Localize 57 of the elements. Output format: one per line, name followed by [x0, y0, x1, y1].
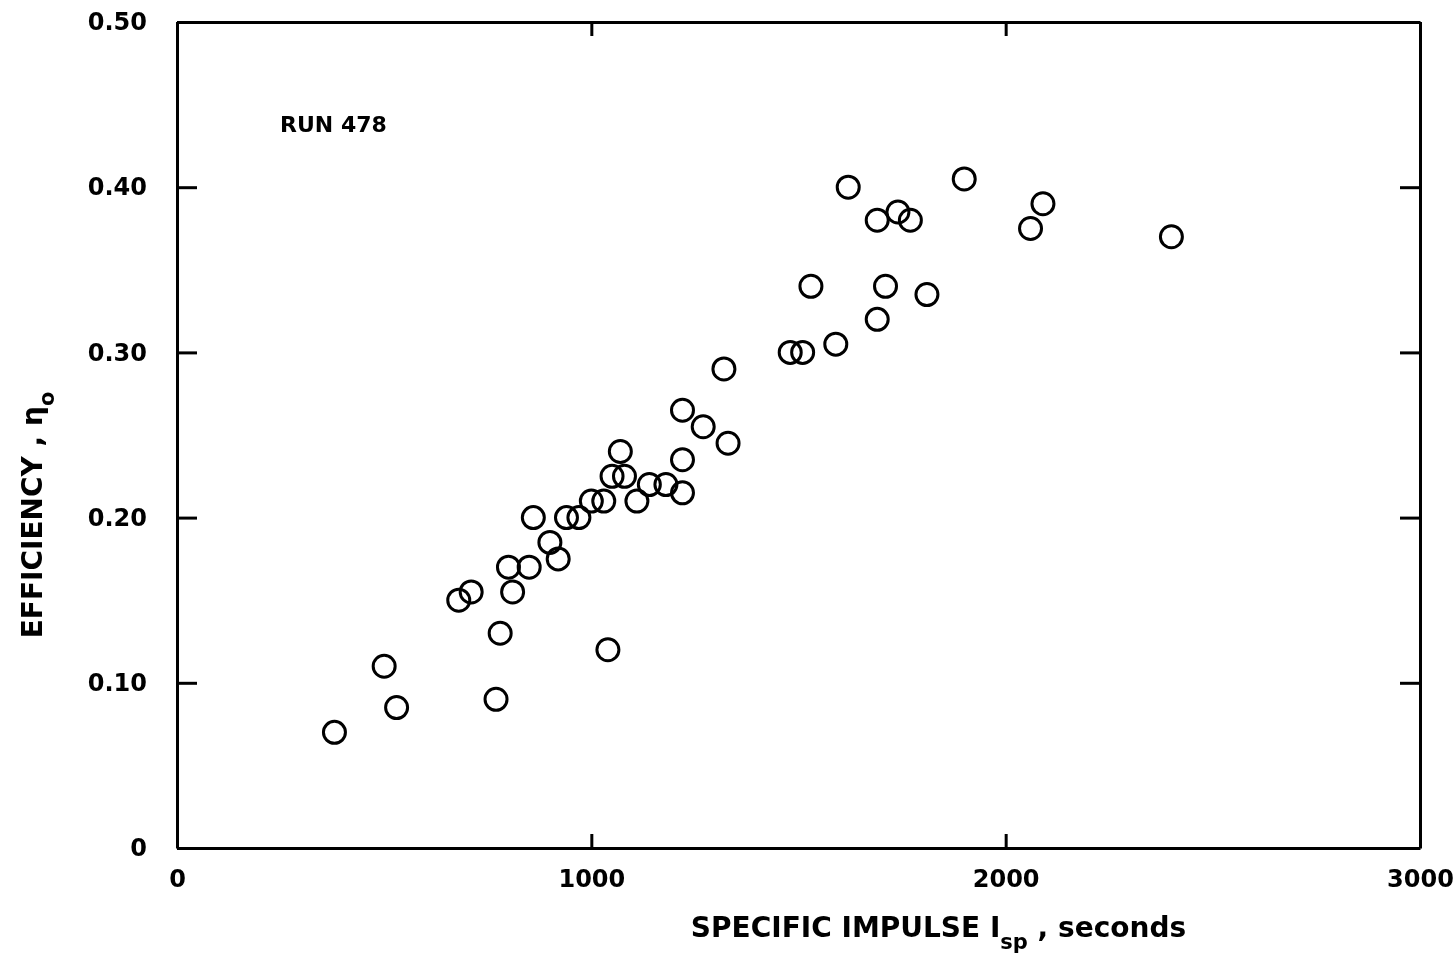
point	[537, 529, 563, 555]
point	[545, 546, 571, 572]
point	[1030, 191, 1056, 217]
point	[1158, 224, 1184, 250]
point	[715, 430, 741, 456]
point	[669, 480, 695, 506]
point	[1018, 216, 1044, 241]
x-tick-label: 3000	[1387, 865, 1454, 894]
x-axis-title: SPECIFIC IMPULSE I$_{sp}$ , seconds	[690, 911, 1187, 954]
point	[599, 463, 625, 489]
point	[495, 554, 521, 580]
point	[823, 331, 849, 357]
annotation: RUN 478	[280, 112, 387, 137]
point	[591, 488, 617, 514]
point	[624, 488, 650, 514]
point	[566, 505, 592, 531]
x-tick-label: 0	[169, 865, 186, 894]
point	[951, 166, 977, 192]
point	[835, 174, 861, 200]
point	[458, 579, 484, 605]
y-tick-label: 0.10	[87, 668, 147, 697]
point	[371, 653, 397, 679]
point	[864, 207, 890, 233]
point	[790, 339, 816, 365]
point	[690, 414, 716, 440]
point	[669, 397, 695, 423]
point	[487, 620, 513, 646]
point	[446, 587, 472, 613]
point	[885, 199, 911, 225]
point	[669, 447, 695, 473]
point	[897, 207, 923, 233]
point	[516, 554, 542, 580]
x-tick-label: 2000	[972, 865, 1040, 894]
point	[384, 695, 410, 721]
point	[611, 463, 637, 489]
point	[607, 439, 633, 464]
point	[553, 505, 579, 531]
y-tick-label: 0.40	[87, 173, 147, 202]
point	[711, 356, 737, 382]
y-tick-label: 0	[130, 834, 147, 863]
point	[520, 505, 546, 531]
y-tick-label: 0.30	[87, 338, 147, 367]
point	[798, 273, 824, 299]
point	[595, 637, 621, 663]
point	[500, 579, 526, 605]
point	[777, 339, 803, 365]
point	[483, 686, 509, 712]
point	[321, 719, 347, 745]
point	[873, 273, 899, 299]
y-tick-label: 0.20	[87, 503, 147, 532]
point	[578, 488, 604, 514]
point	[914, 282, 940, 308]
y-tick-label: 0.50	[87, 8, 147, 37]
x-tick-label: 1000	[558, 865, 626, 894]
point	[636, 472, 662, 498]
point	[864, 306, 890, 332]
point	[653, 472, 679, 498]
